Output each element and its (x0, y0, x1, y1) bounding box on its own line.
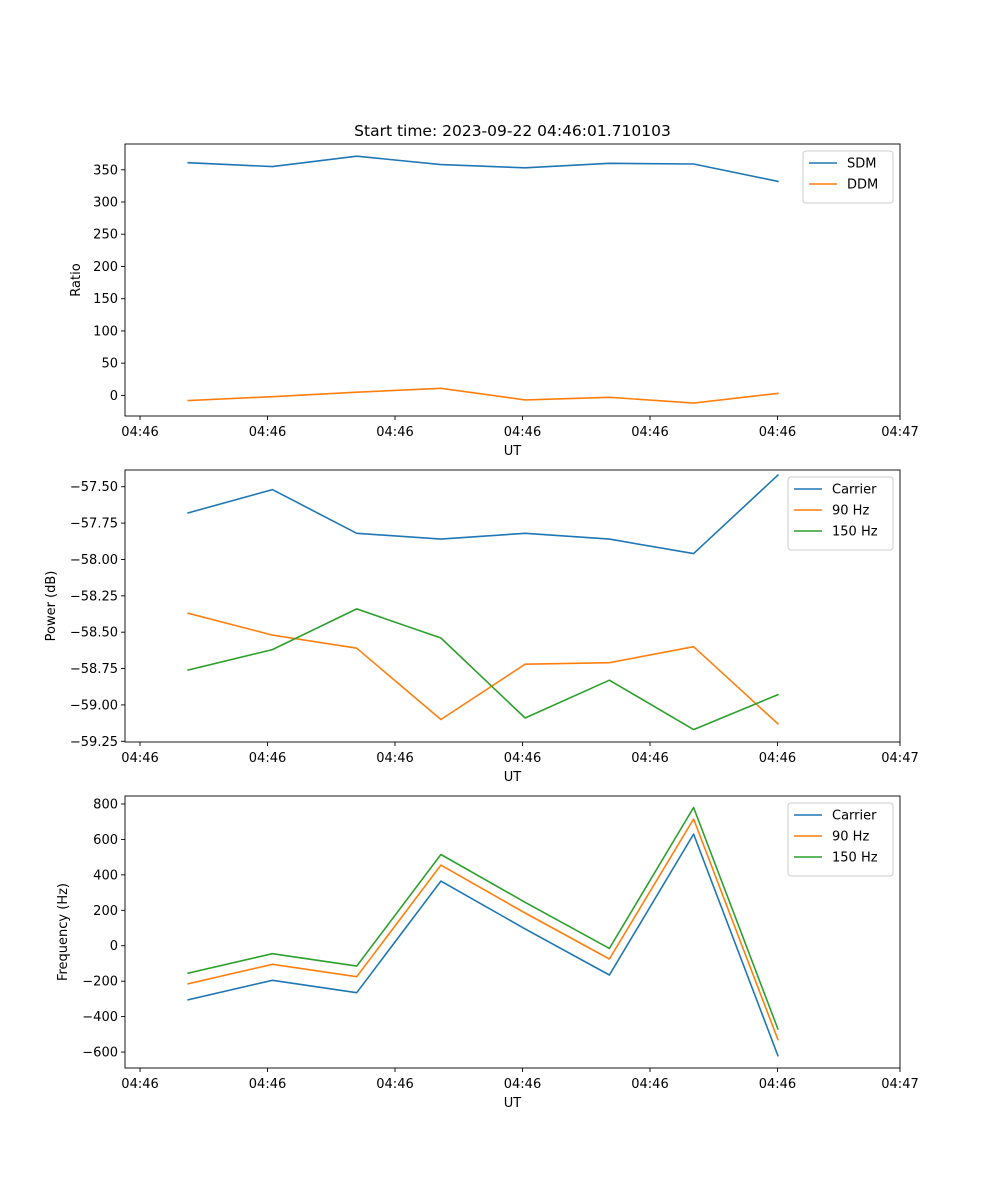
legend-box (802, 150, 894, 204)
y-axis-label: Ratio (69, 263, 84, 296)
x-tick-label: 04:46 (631, 425, 668, 440)
x-axis-label: UT (504, 444, 522, 459)
y-tick-label: 350 (93, 163, 118, 178)
series-line-90-hz (187, 818, 779, 1041)
y-tick-label: 100 (93, 324, 118, 339)
x-tick-label: 04:47 (881, 1077, 918, 1092)
legend: SDM DDM (802, 150, 894, 204)
axes-frame (124, 469, 901, 743)
legend: Carrier 90 Hz 150 Hz (787, 476, 894, 551)
plot-area (125, 796, 900, 1068)
y-tick-label: 0 (110, 389, 118, 404)
y-tick-label: −59.00 (70, 698, 118, 713)
legend: Carrier 90 Hz 150 Hz (787, 802, 894, 877)
x-tick-label: 04:46 (376, 751, 413, 766)
x-tick-label: 04:46 (504, 751, 541, 766)
x-tick-label: 04:46 (121, 751, 158, 766)
y-tick-label: 150 (93, 292, 118, 307)
chart-panel-3: −600 −400 −200 0 200 400 600 800 04:46 04:46 04:46… (56, 795, 919, 1111)
y-tick-label: −59.25 (70, 735, 118, 750)
legend-label: 90 Hz (832, 504, 869, 519)
x-axis-label: UT (504, 1096, 522, 1111)
x-tick-label: 04:46 (249, 751, 286, 766)
x-tick-label: 04:46 (121, 1077, 158, 1092)
y-tick-label: −600 (82, 1046, 118, 1061)
x-tick-label: 04:47 (881, 425, 918, 440)
y-tick-label: −58.25 (70, 589, 118, 604)
y-tick-label: 600 (93, 833, 118, 848)
y-tick-label: −57.50 (70, 480, 118, 495)
x-tick-label: 04:46 (759, 751, 796, 766)
y-tick-label: −400 (82, 1010, 118, 1025)
x-tick-label: 04:46 (759, 1077, 796, 1092)
x-tick-label: 04:46 (759, 425, 796, 440)
y-tick-label: −58.50 (70, 626, 118, 641)
x-tick-label: 04:46 (249, 425, 286, 440)
y-axis-label: Frequency (Hz) (56, 883, 71, 981)
x-tick-label: 04:46 (504, 1077, 541, 1092)
y-tick-label: −58.00 (70, 553, 118, 568)
plot-area (125, 470, 900, 742)
plot-area (125, 144, 900, 416)
y-tick-label: 200 (93, 904, 118, 919)
y-tick-label: 300 (93, 196, 118, 211)
x-tick-label: 04:46 (376, 425, 413, 440)
x-tick-label: 04:47 (881, 751, 918, 766)
series-line-90-hz (187, 612, 780, 725)
series-line-carrier (187, 833, 779, 1057)
y-tick-label: 0 (110, 939, 118, 954)
x-tick-label: 04:46 (376, 1077, 413, 1092)
series-line-150-hz (187, 608, 779, 731)
x-tick-label: 04:46 (631, 1077, 668, 1092)
legend-label: Carrier (832, 483, 877, 498)
legend-label: Carrier (832, 809, 877, 824)
series-line-150-hz (187, 806, 779, 1031)
y-axis-label: Power (dB) (44, 571, 59, 642)
chart-title: Start time: 2023-09-22 04:46:01.710103 (354, 122, 671, 140)
y-tick-label: 200 (93, 260, 118, 275)
chart-panel-2: −59.25 −59.00 −58.75 −58.50 −58.25 −58.00 −57.… (44, 469, 919, 785)
series-line-ddm (187, 387, 779, 404)
axes-frame (124, 795, 901, 1069)
x-tick-label: 04:46 (121, 425, 158, 440)
y-tick-label: 50 (101, 357, 118, 372)
legend-label: 150 Hz (832, 525, 878, 540)
series-line-sdm (187, 155, 779, 183)
y-tick-label: 800 (93, 797, 118, 812)
x-tick-label: 04:46 (504, 425, 541, 440)
y-tick-label: 400 (93, 868, 118, 883)
y-tick-label: 250 (93, 228, 118, 243)
series-line-carrier (187, 473, 780, 555)
y-tick-label: −58.75 (70, 662, 118, 677)
legend-label: SDM (847, 157, 876, 172)
axes-frame (124, 143, 901, 417)
chart-panel-1: 0 50 100 150 200 250 300 350 04:46 04:46 04:46 04:4… (69, 122, 919, 459)
x-tick-label: 04:46 (249, 1077, 286, 1092)
y-tick-label: −200 (82, 975, 118, 990)
legend-label: 150 Hz (832, 851, 878, 866)
legend-label: DDM (847, 178, 878, 193)
x-tick-label: 04:46 (631, 751, 668, 766)
y-tick-label: −57.75 (70, 517, 118, 532)
legend-label: 90 Hz (832, 830, 869, 845)
x-axis-label: UT (504, 770, 522, 785)
